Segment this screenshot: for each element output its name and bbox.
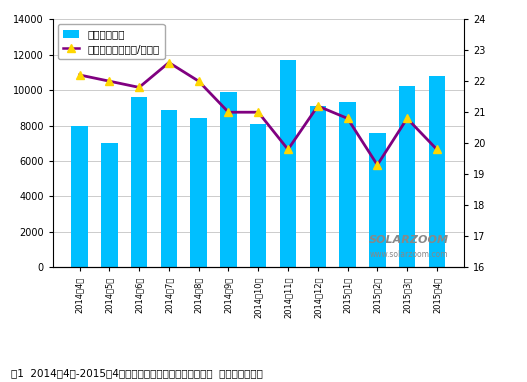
Legend: 进口量（吟）, 月进口均价（美元/千克）: 进口量（吟）, 月进口均价（美元/千克） (58, 24, 164, 59)
Bar (399, 86, 415, 267)
Bar (428, 76, 445, 267)
Bar (250, 124, 267, 267)
Bar (161, 110, 177, 267)
Bar (131, 97, 148, 267)
Bar (280, 60, 296, 267)
Bar (101, 143, 118, 267)
Bar (220, 92, 237, 267)
Bar (309, 106, 326, 267)
Bar (190, 118, 207, 267)
Text: SOLARZOOM: SOLARZOOM (369, 235, 450, 245)
Bar (339, 102, 356, 267)
Text: www.solarzoom.com: www.solarzoom.com (369, 251, 448, 259)
Bar (369, 133, 386, 267)
Bar (71, 126, 88, 267)
Text: 图1  2014年4月-2015年4月多晶硅进口量及进口均价示意图  数据来源：海关: 图1 2014年4月-2015年4月多晶硅进口量及进口均价示意图 数据来源：海关 (11, 368, 262, 378)
